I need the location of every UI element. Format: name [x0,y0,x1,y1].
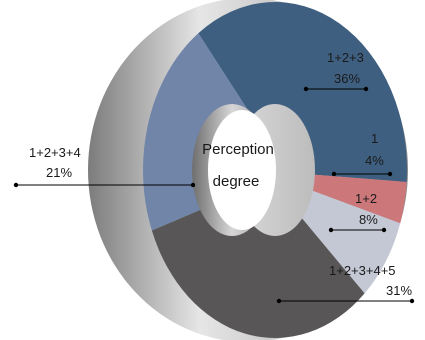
slice-label-4: 1+2+3+4+5 [329,263,396,278]
slice-callout-2: 1 4% [331,131,393,177]
slice-value-5: 21% [46,165,72,180]
donut-slice-2 [312,174,407,224]
slice-callout-5: 1+2+3+4 21% [13,145,196,188]
slice-callout-4: 1+2+3+4+5 31% [276,263,415,304]
slice-value-4: 31% [386,283,412,298]
donut-hole [208,110,276,230]
center-label-line-1: Perception [202,141,274,158]
slice-value-2: 4% [365,153,384,168]
donut-slice-4 [151,193,365,339]
slice-label-1: 1+2+3 [327,50,364,65]
slice-callout-1: 1+2+3 36% [303,50,369,92]
slice-label-2: 1 [371,131,378,146]
slice-label-3: 1+2 [355,191,377,206]
slice-callout-3: 1+2 8% [328,191,387,233]
slice-label-5: 1+2+3+4 [29,145,81,160]
center-label-line-2: degree [213,173,260,190]
donut-slice-3 [302,190,401,294]
slice-value-3: 8% [359,212,378,227]
slice-value-1: 36% [334,71,360,86]
donut-slice-1 [198,1,408,182]
